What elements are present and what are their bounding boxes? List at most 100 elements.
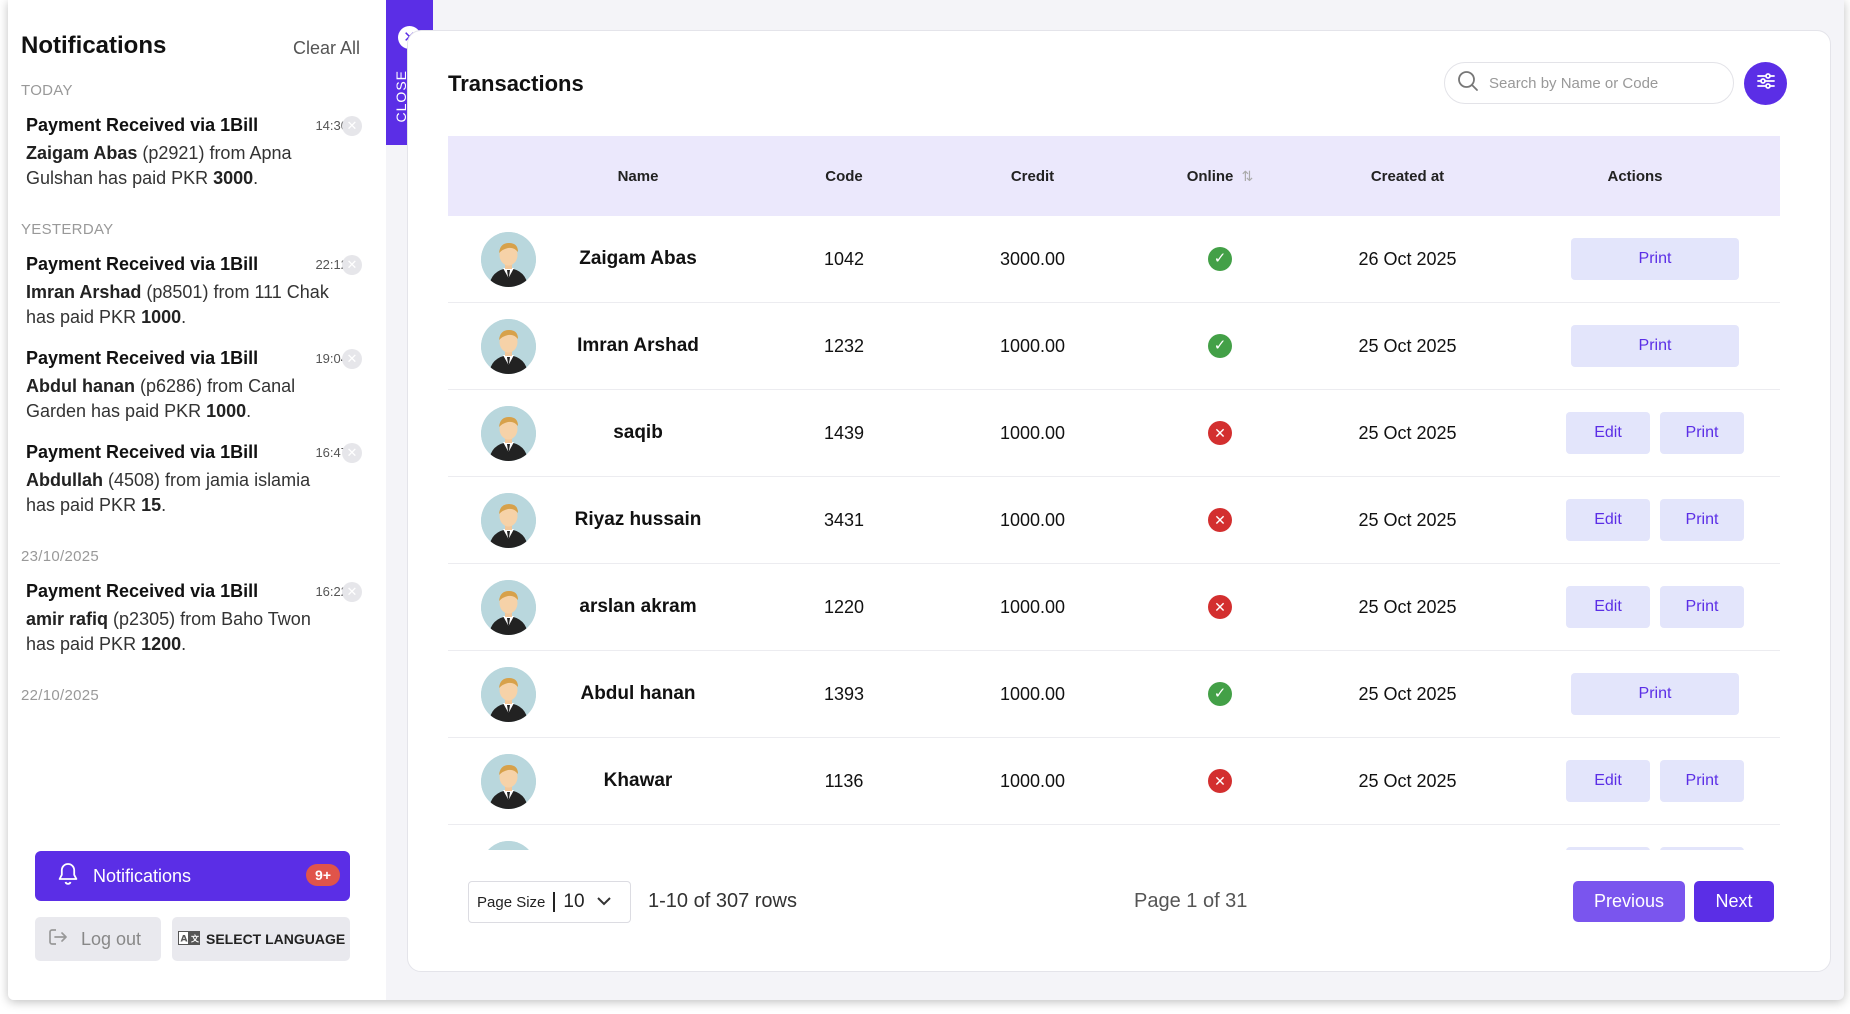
- notification-header: Payment Received via 1Bill 22:12: [26, 254, 356, 275]
- filter-button[interactable]: [1744, 62, 1787, 105]
- avatar: [480, 666, 536, 722]
- notification-payer-code: (p6286): [140, 376, 203, 396]
- notification-payer-code: (p2305): [113, 609, 176, 629]
- edit-button[interactable]: Edit: [1566, 499, 1650, 541]
- notification-from-text: from Baho Twon has paid PKR: [26, 609, 311, 654]
- header-name[interactable]: Name: [617, 167, 659, 185]
- print-button[interactable]: Print: [1660, 586, 1744, 628]
- offline-x-icon: ✕: [1208, 421, 1232, 445]
- notification-amount: 1200: [141, 634, 182, 654]
- cell-credit: 1000.00: [999, 422, 1066, 443]
- bell-icon: [57, 862, 79, 891]
- select-language-button[interactable]: A 文 SELECT LANGUAGE: [172, 917, 350, 961]
- cell-online: ✓: [1115, 334, 1325, 358]
- search-input[interactable]: [1489, 74, 1719, 92]
- header-code[interactable]: Code: [825, 167, 863, 185]
- dismiss-notification-icon[interactable]: ✕: [342, 443, 362, 463]
- table-row[interactable]: Khawar 1136 1000.00 ✕ 25 Oct 2025 Edit Pr…: [448, 738, 1780, 825]
- print-button[interactable]: Print: [1660, 412, 1744, 454]
- notification-time: 19:04: [315, 351, 348, 366]
- header-credit[interactable]: Credit: [1010, 167, 1055, 185]
- dismiss-notification-icon[interactable]: ✕: [342, 255, 362, 275]
- notification-title: Payment Received via 1Bill: [26, 254, 259, 274]
- print-button[interactable]: Print: [1660, 847, 1744, 850]
- cell-credit: 1000.00: [999, 335, 1066, 356]
- avatar: [480, 840, 536, 850]
- cell-code: 3431: [823, 509, 865, 530]
- cell-name: arslan akram: [579, 596, 697, 617]
- table-row[interactable]: Abdul hanan 1393 1000.00 ✓ 25 Oct 2025 P…: [448, 651, 1780, 738]
- notification-item[interactable]: Payment Received via 1Bill 22:12 ✕ Imran…: [8, 254, 386, 330]
- cell-credit: 1000.00: [999, 509, 1066, 530]
- notification-title: Payment Received via 1Bill: [26, 442, 259, 462]
- cell-credit: 3000.00: [999, 248, 1066, 269]
- edit-button[interactable]: Edit: [1566, 586, 1650, 628]
- table-row[interactable]: Zaigam Abas 1042 3000.00 ✓ 26 Oct 2025 P…: [448, 216, 1780, 303]
- dismiss-notification-icon[interactable]: ✕: [342, 582, 362, 602]
- cell-credit: 1000.00: [999, 683, 1066, 704]
- table-row[interactable]: saqib 1439 1000.00 ✕ 25 Oct 2025 Edit Pri…: [448, 390, 1780, 477]
- clear-all-button[interactable]: Clear All: [293, 38, 361, 58]
- header-created-at[interactable]: Created at: [1370, 167, 1445, 185]
- logout-icon: [47, 926, 69, 953]
- cell-actions: Edit Print: [1490, 847, 1780, 850]
- notification-header: Payment Received via 1Bill 19:04: [26, 348, 356, 369]
- notifications-list[interactable]: TODAY Payment Received via 1Bill 14:30 ✕…: [8, 78, 386, 798]
- search-box[interactable]: [1444, 62, 1734, 104]
- notification-title: Payment Received via 1Bill: [26, 115, 259, 135]
- sort-icon[interactable]: ⇅: [1241, 167, 1254, 184]
- header-online-label: Online: [1186, 167, 1234, 185]
- cell-online: ✕: [1115, 421, 1325, 445]
- print-button[interactable]: Print: [1571, 238, 1739, 280]
- notification-payer-name: Imran Arshad: [26, 282, 142, 302]
- notification-payer-code: (p2921): [142, 143, 205, 163]
- dismiss-notification-icon[interactable]: ✕: [342, 349, 362, 369]
- notification-from-text: from 111 Chak has paid PKR: [26, 282, 329, 327]
- notification-group-label: YESTERDAY: [21, 221, 114, 238]
- cell-credit: 1000.00: [999, 770, 1066, 791]
- table-row[interactable]: Riyaz hussain 3431 1000.00 ✕ 25 Oct 2025…: [448, 477, 1780, 564]
- logout-button[interactable]: Log out: [35, 917, 161, 961]
- cell-name: Imran Arshad: [577, 335, 699, 356]
- avatar-cell: [448, 405, 538, 461]
- notification-item[interactable]: Payment Received via 1Bill 19:04 ✕ Abdul…: [8, 348, 386, 424]
- edit-button[interactable]: Edit: [1566, 847, 1650, 850]
- notifications-panel: Notifications Clear All TODAY Payment Re…: [8, 0, 386, 1000]
- notification-payer-code: (4508): [108, 470, 161, 490]
- cell-code: 1136: [824, 770, 864, 791]
- page-size-divider: [553, 892, 556, 912]
- edit-button[interactable]: Edit: [1566, 760, 1650, 802]
- notification-payer-name: Abdullah: [26, 470, 103, 490]
- print-button[interactable]: Print: [1660, 760, 1744, 802]
- cell-created-at: 25 Oct 2025: [1358, 422, 1457, 443]
- dismiss-notification-icon[interactable]: ✕: [342, 116, 362, 136]
- notification-from-text: from jamia islamia has paid PKR: [26, 470, 311, 515]
- table-row[interactable]: Edit Print: [448, 825, 1780, 850]
- notification-item[interactable]: Payment Received via 1Bill 16:22 ✕ amir …: [8, 581, 386, 657]
- notification-amount: 1000: [206, 401, 247, 421]
- notification-from-text: from Canal Garden has paid PKR: [26, 376, 296, 421]
- print-button[interactable]: Print: [1571, 325, 1739, 367]
- print-button[interactable]: Print: [1571, 673, 1739, 715]
- edit-button[interactable]: Edit: [1566, 412, 1650, 454]
- page-size-label: Page Size: [477, 893, 546, 911]
- table-row[interactable]: Imran Arshad 1232 1000.00 ✓ 25 Oct 2025 …: [448, 303, 1780, 390]
- logout-label: Log out: [81, 928, 142, 949]
- print-button[interactable]: Print: [1660, 499, 1744, 541]
- table-body[interactable]: Zaigam Abas 1042 3000.00 ✓ 26 Oct 2025 P…: [448, 216, 1780, 850]
- notification-payer-name: Abdul hanan: [26, 376, 135, 396]
- search-icon: [1457, 70, 1479, 97]
- previous-button[interactable]: Previous: [1573, 881, 1685, 922]
- header-online[interactable]: Online ⇅: [1115, 168, 1325, 185]
- table-row[interactable]: arslan akram 1220 1000.00 ✕ 25 Oct 2025 …: [448, 564, 1780, 651]
- notifications-button[interactable]: Notifications 9+: [35, 851, 350, 901]
- next-button[interactable]: Next: [1694, 881, 1774, 922]
- page-size-select[interactable]: Page Size 10: [468, 881, 631, 923]
- notification-item[interactable]: Payment Received via 1Bill 16:47 ✕ Abdul…: [8, 442, 386, 518]
- avatar-cell: [448, 666, 538, 722]
- notification-item[interactable]: Payment Received via 1Bill 14:30 ✕ Zaiga…: [8, 115, 386, 191]
